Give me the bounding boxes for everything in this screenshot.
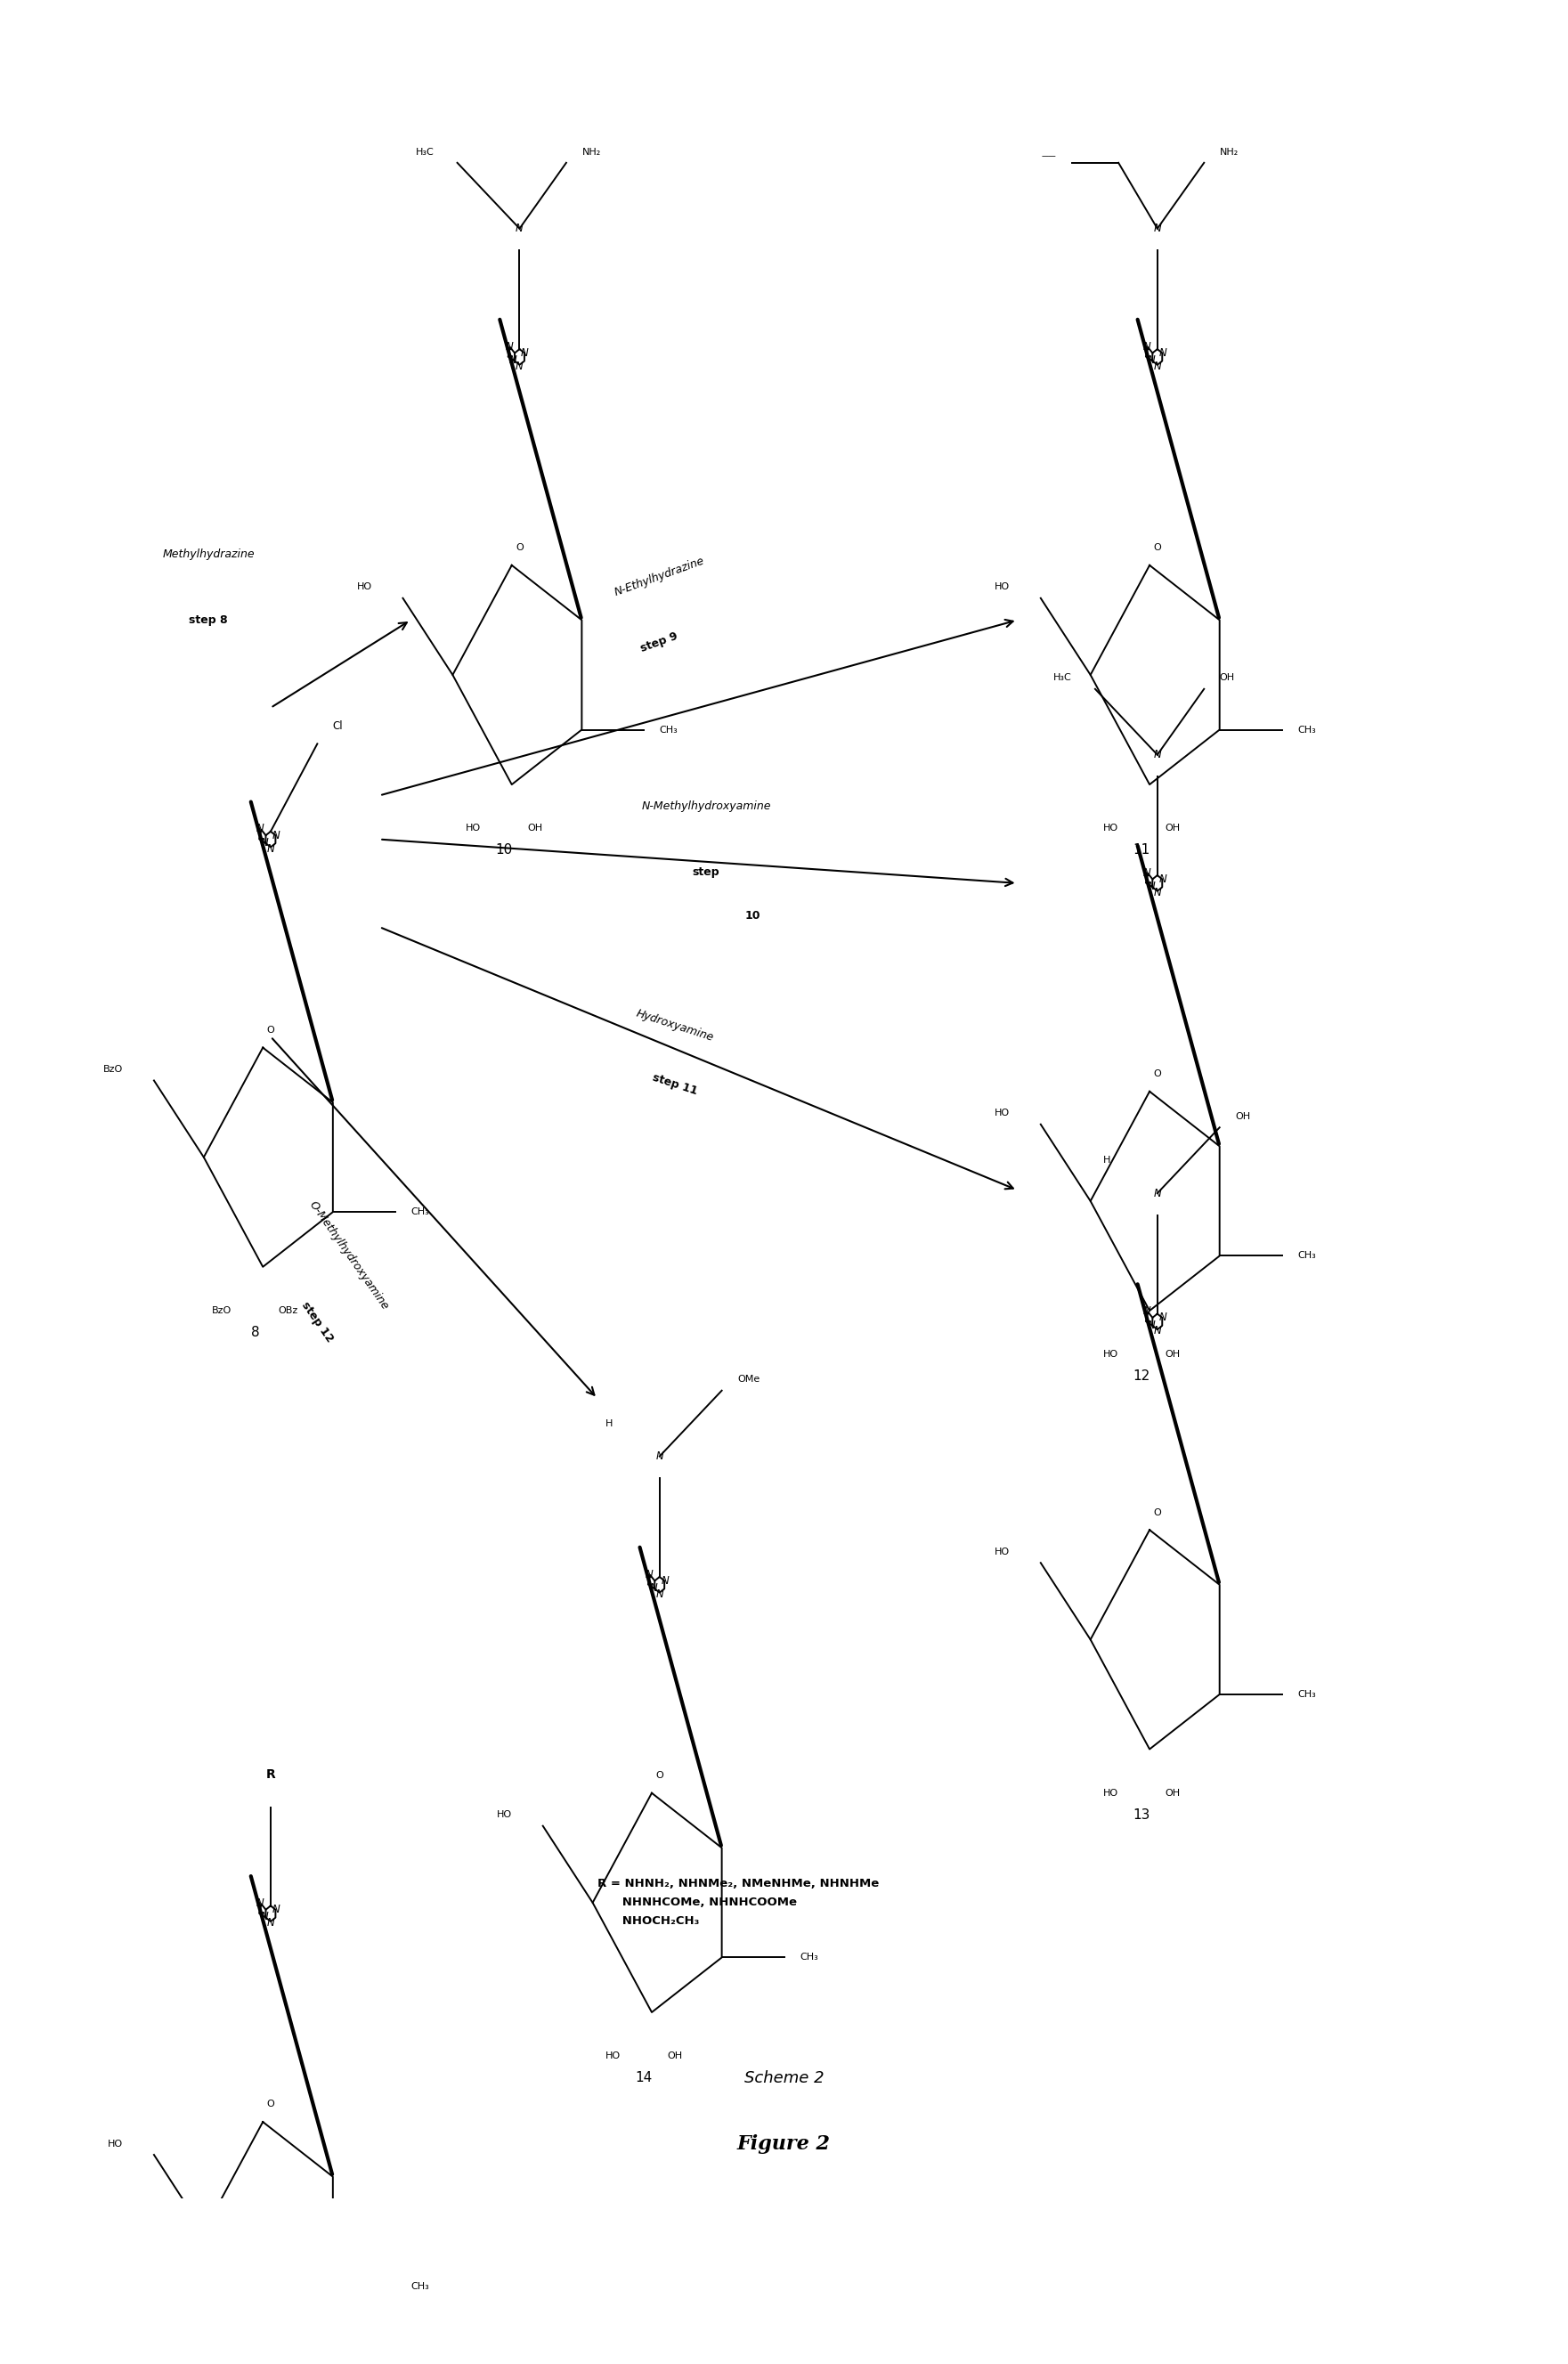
Text: O-Methylhydroxyamine: O-Methylhydroxyamine <box>306 1199 390 1312</box>
Text: Scheme 2: Scheme 2 <box>745 2071 823 2085</box>
Text: N: N <box>1154 1187 1162 1199</box>
Text: 11: 11 <box>1134 844 1151 858</box>
Text: N-Methylhydroxyamine: N-Methylhydroxyamine <box>641 801 771 813</box>
Text: OH: OH <box>527 825 543 832</box>
Text: N: N <box>1148 1319 1156 1331</box>
Text: 8: 8 <box>251 1326 259 1340</box>
Text: N: N <box>649 1582 657 1593</box>
Text: CH₃: CH₃ <box>660 726 677 735</box>
Text: N: N <box>516 359 524 371</box>
Text: H₃C: H₃C <box>416 147 434 156</box>
Text: N: N <box>256 1898 263 1910</box>
Text: N: N <box>1143 1305 1151 1317</box>
Text: OH: OH <box>1165 1790 1181 1797</box>
Text: O: O <box>516 544 524 553</box>
Text: N: N <box>256 823 263 834</box>
Text: CH₃: CH₃ <box>1297 1690 1316 1700</box>
Text: O: O <box>267 1026 274 1035</box>
Text: H₃C: H₃C <box>1054 674 1073 683</box>
Text: OH: OH <box>1165 1350 1181 1359</box>
Text: N: N <box>1143 868 1151 879</box>
Text: N-Ethylhydrazine: N-Ethylhydrazine <box>613 556 706 598</box>
Text: OH: OH <box>668 2052 682 2061</box>
Text: N: N <box>1148 882 1156 891</box>
Text: N: N <box>1154 749 1162 761</box>
Text: O: O <box>1154 544 1162 553</box>
Text: N: N <box>260 1910 268 1922</box>
Text: N: N <box>273 1903 281 1915</box>
Text: HO: HO <box>466 825 481 832</box>
Text: NH₂: NH₂ <box>1220 147 1239 156</box>
Text: O: O <box>1154 1069 1162 1078</box>
Text: N: N <box>521 348 528 359</box>
Text: H: H <box>1104 1156 1110 1165</box>
Text: CH₃: CH₃ <box>411 2281 430 2291</box>
Text: N: N <box>644 1570 652 1579</box>
Text: BzO: BzO <box>103 1066 122 1073</box>
Text: N: N <box>1154 886 1162 898</box>
Text: N: N <box>267 1917 274 1929</box>
Text: HO: HO <box>497 1811 511 1820</box>
Text: HO: HO <box>605 2052 621 2061</box>
Text: HO: HO <box>356 584 372 591</box>
Text: step 12: step 12 <box>299 1300 336 1345</box>
Text: OBz: OBz <box>279 1307 298 1314</box>
Text: R: R <box>267 1768 276 1780</box>
Text: HO: HO <box>1104 1790 1118 1797</box>
Text: CH₃: CH₃ <box>1297 1251 1316 1260</box>
Text: N: N <box>1159 872 1167 884</box>
Text: O: O <box>267 2099 274 2109</box>
Text: R = NHNH₂, NHNMe₂, NMeNHMe, NHNHMe
      NHNHCOMe, NHNHCOOMe
      NHOCH₂CH₃: R = NHNH₂, NHNMe₂, NMeNHMe, NHNHMe NHNHC… <box>597 1877 880 1927</box>
Text: OH: OH <box>1236 1111 1250 1121</box>
Text: O: O <box>1154 1508 1162 1518</box>
Text: ——: —— <box>1041 151 1057 161</box>
Text: N: N <box>655 1589 663 1600</box>
Text: Figure 2: Figure 2 <box>737 2135 831 2154</box>
Text: N: N <box>516 222 524 234</box>
Text: CH₃: CH₃ <box>411 1208 430 1217</box>
Text: N: N <box>662 1574 670 1586</box>
Text: N: N <box>510 355 517 366</box>
Text: OMe: OMe <box>737 1376 760 1383</box>
Text: O: O <box>655 1771 663 1780</box>
Text: OH: OH <box>1220 674 1236 683</box>
Text: Cl: Cl <box>332 721 343 733</box>
Text: 12: 12 <box>1134 1369 1151 1383</box>
Text: N: N <box>267 844 274 853</box>
Text: N: N <box>1154 222 1162 234</box>
Text: CH₃: CH₃ <box>800 1953 818 1962</box>
Text: step 9: step 9 <box>640 629 681 655</box>
Text: Hydroxyamine: Hydroxyamine <box>635 1007 715 1043</box>
Text: H: H <box>605 1418 613 1428</box>
Text: 10: 10 <box>745 910 760 922</box>
Text: N: N <box>1143 340 1151 352</box>
Text: 14: 14 <box>635 2071 652 2085</box>
Text: N: N <box>1154 359 1162 371</box>
Text: HO: HO <box>1104 825 1118 832</box>
Text: N: N <box>1159 348 1167 359</box>
Text: CH₃: CH₃ <box>1297 726 1316 735</box>
Text: HO: HO <box>108 2139 122 2149</box>
Text: HO: HO <box>994 1109 1010 1118</box>
Text: HO: HO <box>994 584 1010 591</box>
Text: N: N <box>505 340 513 352</box>
Text: N: N <box>260 837 268 849</box>
Text: N: N <box>1159 1312 1167 1324</box>
Text: step 11: step 11 <box>651 1073 699 1097</box>
Text: N: N <box>1154 1326 1162 1336</box>
Text: 13: 13 <box>1134 1808 1151 1823</box>
Text: HO: HO <box>1104 1350 1118 1359</box>
Text: step: step <box>693 868 720 877</box>
Text: step 8: step 8 <box>190 615 227 626</box>
Text: BzO: BzO <box>212 1307 232 1314</box>
Text: 10: 10 <box>495 844 513 858</box>
Text: Methylhydrazine: Methylhydrazine <box>162 548 254 560</box>
Text: N: N <box>1148 355 1156 366</box>
Text: NH₂: NH₂ <box>582 147 601 156</box>
Text: OH: OH <box>1165 825 1181 832</box>
Text: N: N <box>273 830 281 842</box>
Text: HO: HO <box>994 1548 1010 1556</box>
Text: N: N <box>655 1451 663 1461</box>
